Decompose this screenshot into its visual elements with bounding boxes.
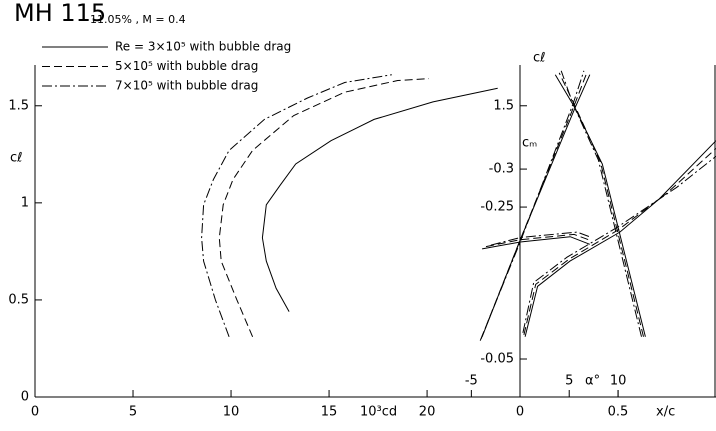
series-line <box>218 78 430 337</box>
y2-axis-label: cₘ <box>522 136 537 151</box>
x-tick-label: -5 <box>465 374 478 389</box>
x-axis-label: α° <box>585 374 600 389</box>
series-line <box>558 72 644 337</box>
series-line <box>485 233 591 248</box>
legend-label: 5×10⁵ with bubble drag <box>115 59 258 73</box>
series-line <box>560 70 642 337</box>
y2-tick-label: -0.05 <box>480 352 514 367</box>
chart-title: MH 115 <box>14 0 106 27</box>
x-tick-label: 0 <box>516 405 524 420</box>
x-tick-label: 5 <box>129 405 137 420</box>
x-tick-label: 10 <box>223 405 240 420</box>
series-line <box>522 155 716 334</box>
x-axis-label: 10³cd <box>360 405 397 420</box>
y-tick-label: 0 <box>21 390 29 405</box>
y-axis-label: cℓ <box>533 51 546 66</box>
y-tick-label: 1.5 <box>8 98 29 113</box>
x-tick-label: 15 <box>321 405 338 420</box>
legend-label: 7×10⁵ with bubble drag <box>115 79 258 93</box>
y-tick-label: 1.5 <box>493 98 514 113</box>
y2-tick-label: -0.25 <box>480 200 514 215</box>
series-line <box>482 236 590 250</box>
y-axis-label: cℓ <box>10 151 23 166</box>
x-tick-label: 5 <box>565 374 573 389</box>
chart-subtitle: 11.05% , M = 0.4 <box>90 13 186 26</box>
series-line <box>261 87 498 312</box>
x-tick-label: 20 <box>419 405 436 420</box>
series-line <box>490 231 592 246</box>
x-axis-label: x/c <box>656 405 675 420</box>
x-tick-label: 10 <box>610 374 627 389</box>
y-tick-label: 1 <box>21 195 29 210</box>
series-line <box>479 70 585 341</box>
x-tick-label: 0 <box>31 405 39 420</box>
series-line <box>524 140 716 337</box>
x-tick-label: 0.5 <box>608 405 629 420</box>
series-line <box>523 148 716 336</box>
series-line <box>201 74 392 337</box>
legend-label: Re = 3×10⁵ with bubble drag <box>115 40 291 54</box>
y-tick-label: 0.5 <box>8 292 29 307</box>
y2-tick-label: -0.3 <box>489 162 514 177</box>
